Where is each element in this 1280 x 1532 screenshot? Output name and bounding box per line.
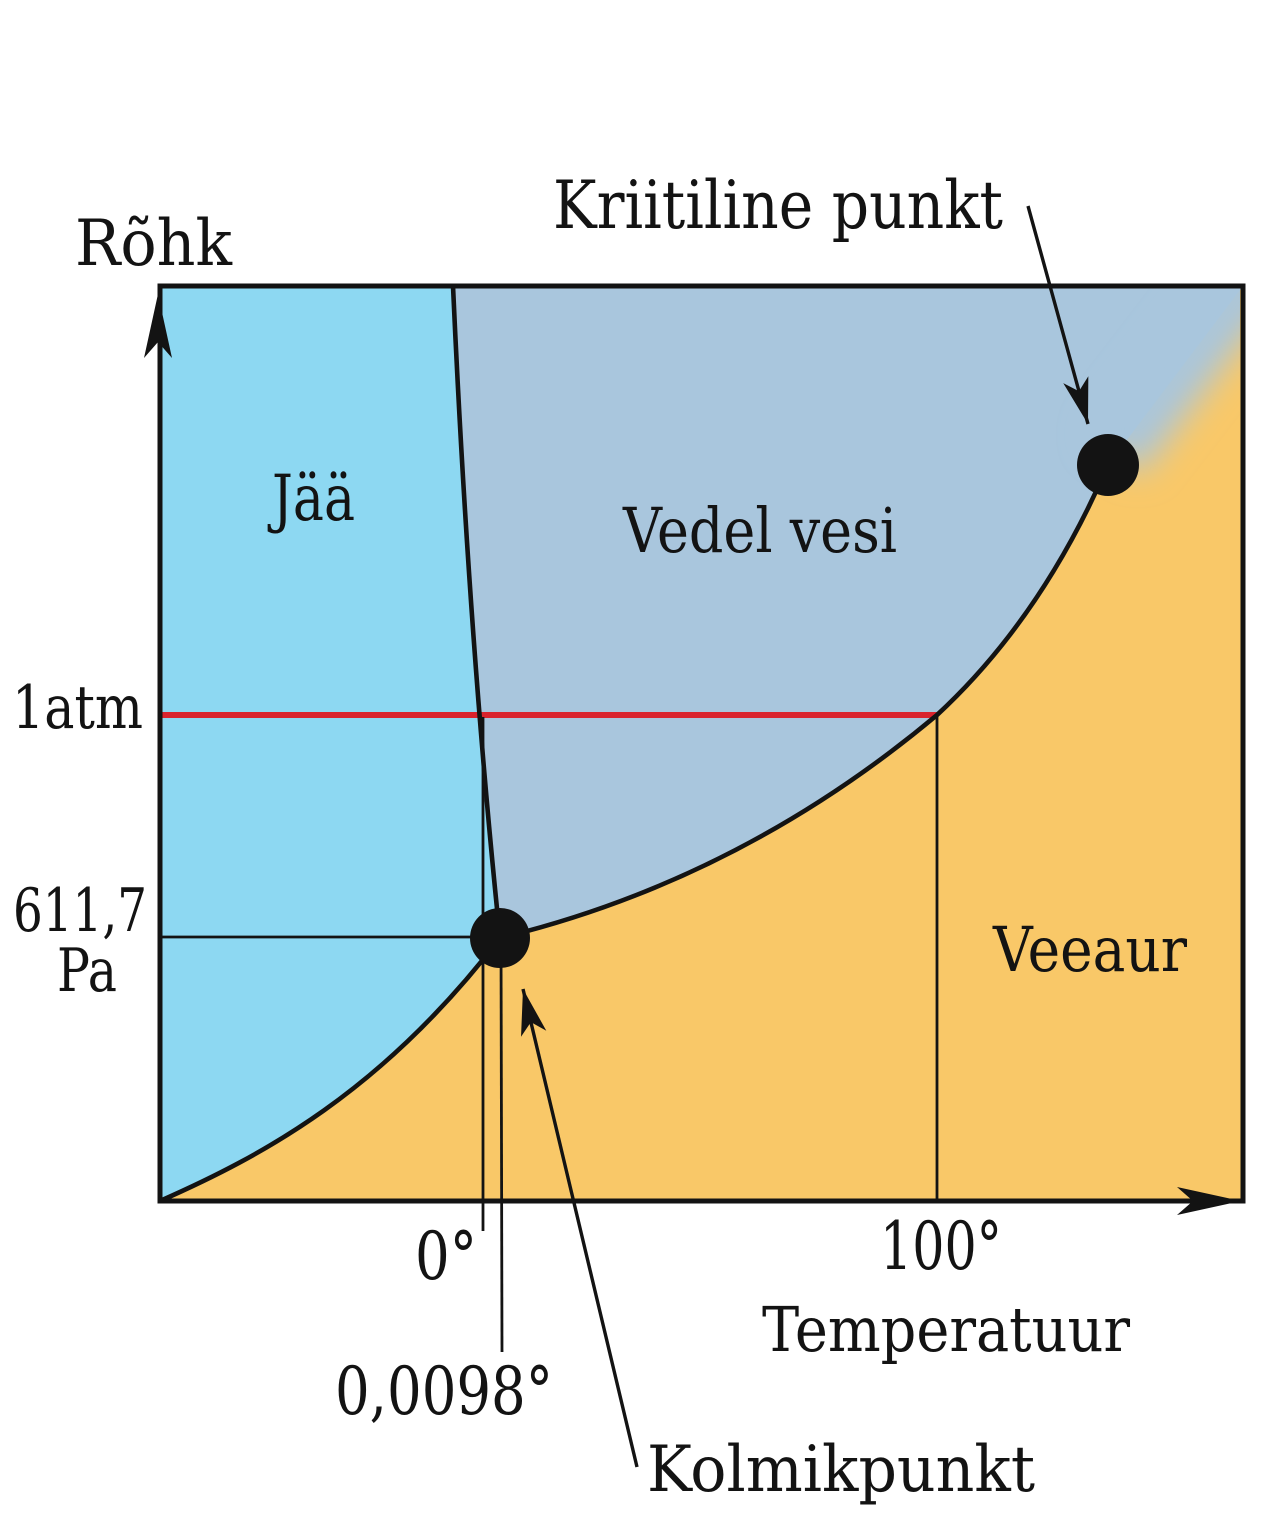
x-axis-label: Temperatuur: [762, 1293, 1130, 1366]
triple-pressure-value: 611,7: [13, 876, 147, 946]
ice-region: [160, 286, 500, 1201]
triple-point-dot: [470, 908, 530, 968]
triple-temperature-line: [499, 937, 504, 1353]
vaporization-curve: [499, 464, 1111, 941]
critical-point-arrow: [1026, 205, 1090, 425]
x-axis-arrow-icon: [1177, 1187, 1241, 1215]
vapor-region: [160, 286, 1243, 1201]
triple-point-label: Kolmikpunkt: [647, 1433, 1035, 1507]
triple-temperature-label: 0,0098°: [335, 1353, 553, 1430]
melting-curve: [450, 285, 503, 939]
hundred-degree-label: 100°: [880, 1208, 1002, 1285]
zero-degree-label: 0°: [415, 1218, 477, 1295]
supercritical-blend: [1090, 289, 1240, 474]
triple-point-arrow: [521, 988, 639, 1468]
triple-pressure-unit: Pa: [57, 936, 117, 1006]
critical-point-label: Kriitiline punkt: [553, 167, 1003, 244]
critical-point-dot: [1077, 434, 1139, 496]
y-axis-arrow-icon: [144, 294, 172, 358]
one-atm-label: 1atm: [12, 673, 143, 743]
liquid-region-label: Vedel vesi: [622, 494, 897, 567]
plot-frame: [157, 283, 1246, 1204]
y-axis-label: Rõhk: [75, 207, 233, 281]
ice-region-label: Jää: [267, 462, 355, 536]
sublimation-curve: [159, 936, 502, 1204]
vapor-region-label: Veeaur: [992, 913, 1187, 986]
